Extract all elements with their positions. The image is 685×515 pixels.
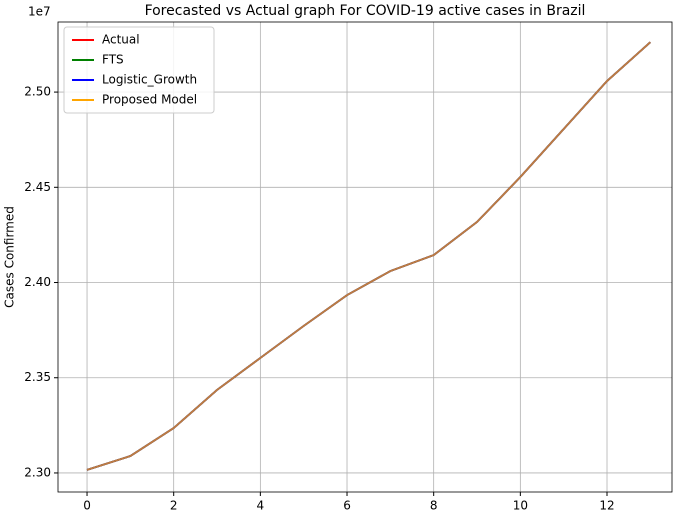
x-tick-label: 6	[343, 499, 351, 513]
x-tick-label: 2	[170, 499, 178, 513]
y-tick-label: 2.30	[24, 465, 51, 479]
x-tick-label: 10	[513, 499, 528, 513]
legend-label: FTS	[102, 53, 124, 67]
legend-label: Logistic_Growth	[102, 73, 197, 87]
y-tick-label: 2.45	[24, 180, 51, 194]
y-axis-label: Cases Confirmed	[3, 206, 17, 308]
legend-label: Actual	[102, 33, 140, 47]
y-tick-label: 2.50	[24, 85, 51, 99]
legend-box	[63, 26, 215, 114]
x-tick-label: 12	[599, 499, 614, 513]
y-tick-label: 2.35	[24, 370, 51, 384]
line-series	[86, 41, 651, 471]
legend-label: Proposed Model	[102, 93, 197, 107]
plot-frame	[57, 21, 673, 493]
y-tick-label: 2.40	[24, 275, 51, 289]
legend: Actual FTS Logistic_Growth Proposed Model	[63, 26, 215, 114]
x-tick-label: 0	[83, 499, 91, 513]
chart-title: Forecasted vs Actual graph For COVID-19 …	[145, 3, 586, 19]
y-offset-label: 1e7	[28, 5, 51, 19]
x-tick-label: 4	[257, 499, 265, 513]
x-tick-label: 8	[430, 499, 438, 513]
